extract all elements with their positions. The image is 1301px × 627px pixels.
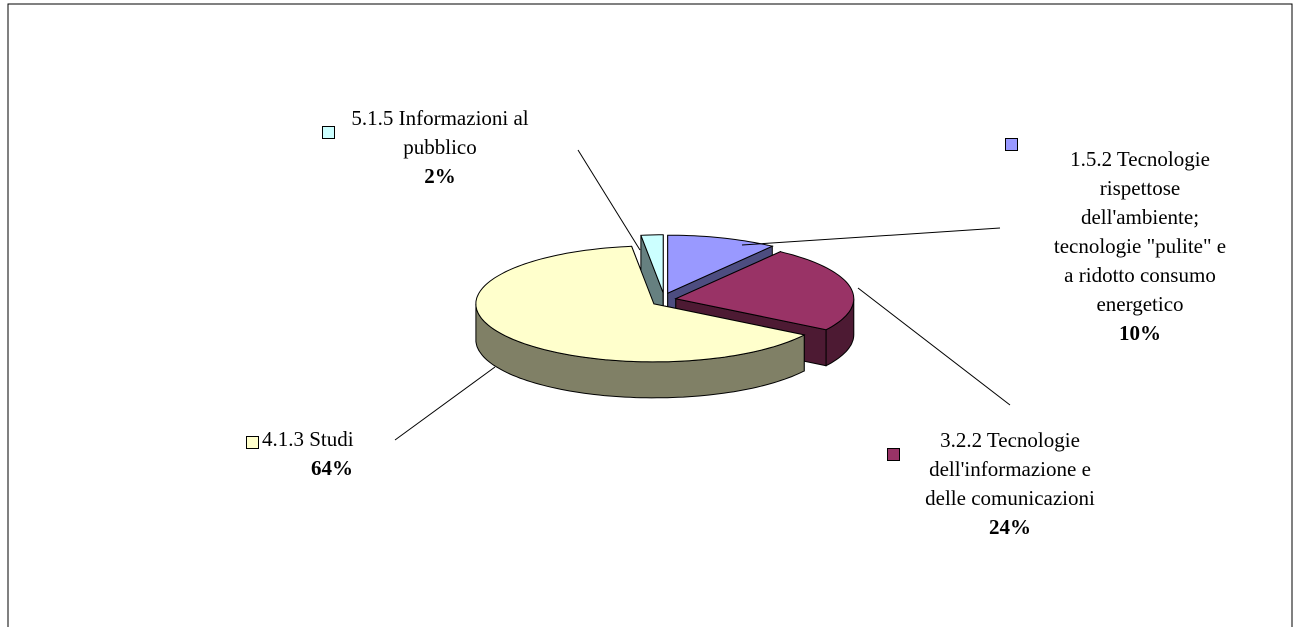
data-label: 5.1.5 Informazioni al pubblico 2% — [340, 104, 540, 191]
category-label: 1.5.2 Tecnologie rispettose dell'ambient… — [1053, 147, 1227, 316]
leader-line — [577, 149, 641, 251]
value-label: 24% — [989, 515, 1031, 539]
legend-swatch — [1005, 138, 1018, 151]
legend-swatch — [246, 436, 259, 449]
data-label: 1.5.2 Tecnologie rispettose dell'ambient… — [1020, 145, 1260, 348]
slice — [640, 234, 664, 293]
value-label: 64% — [311, 456, 353, 480]
chart-frame — [7, 3, 1293, 627]
value-label: 2% — [424, 164, 456, 188]
category-label: 4.1.3 Studi — [262, 427, 354, 451]
leader-line — [394, 366, 496, 441]
leader-line — [857, 287, 1011, 406]
data-label: 3.2.2 Tecnologie dell'informazione e del… — [900, 426, 1120, 542]
slice — [475, 245, 806, 363]
legend-swatch — [322, 126, 335, 139]
category-label: 5.1.5 Informazioni al pubblico — [351, 106, 529, 159]
data-label: 4.1.3 Studi 64% — [262, 425, 402, 483]
slice — [674, 251, 855, 331]
value-label: 10% — [1119, 321, 1161, 345]
category-label: 3.2.2 Tecnologie dell'informazione e del… — [925, 428, 1095, 510]
legend-swatch — [887, 448, 900, 461]
leader-line — [741, 227, 1001, 246]
